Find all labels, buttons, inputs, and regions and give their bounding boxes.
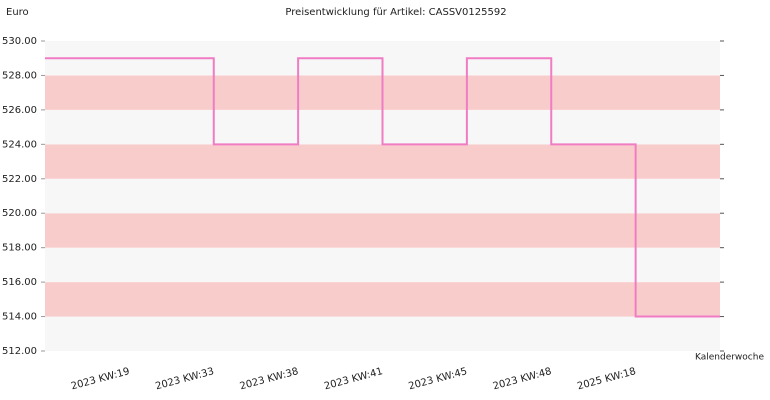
plot-band [45, 213, 720, 248]
plot-band [45, 178, 720, 214]
y-tick-label: 514.00 [2, 312, 37, 323]
y-tick-label: 516.00 [2, 277, 37, 288]
plot-band [45, 247, 720, 283]
x-tick-label: 2025 KW:18 [576, 366, 637, 392]
y-tick-label: 526.00 [2, 105, 37, 116]
x-tick-label: 2023 KW:19 [70, 366, 131, 392]
x-tick-label: 2023 KW:41 [323, 366, 384, 392]
x-tick-label: 2023 KW:48 [492, 366, 553, 392]
x-tick-label: 2023 KW:33 [154, 366, 215, 392]
y-tick-label: 530.00 [2, 36, 37, 47]
x-tick-label: 2023 KW:38 [239, 366, 300, 392]
y-axis-label: Euro [6, 7, 29, 18]
plot-band [45, 282, 720, 317]
y-tick-label: 518.00 [2, 243, 37, 254]
y-tick-label: 520.00 [2, 208, 37, 219]
plot-band [45, 144, 720, 179]
chart-title: Preisentwicklung für Artikel: CASSV01255… [285, 7, 506, 18]
price-line [45, 57, 720, 318]
y-tick-label: 528.00 [2, 70, 37, 81]
x-tick-label: 2023 KW:45 [407, 366, 468, 392]
y-tick-label: 512.00 [2, 346, 37, 357]
plot-band [45, 316, 720, 351]
y-tick-label: 524.00 [2, 139, 37, 150]
x-axis-label: Kalenderwoche [695, 353, 764, 363]
y-tick-label: 522.00 [2, 174, 37, 185]
